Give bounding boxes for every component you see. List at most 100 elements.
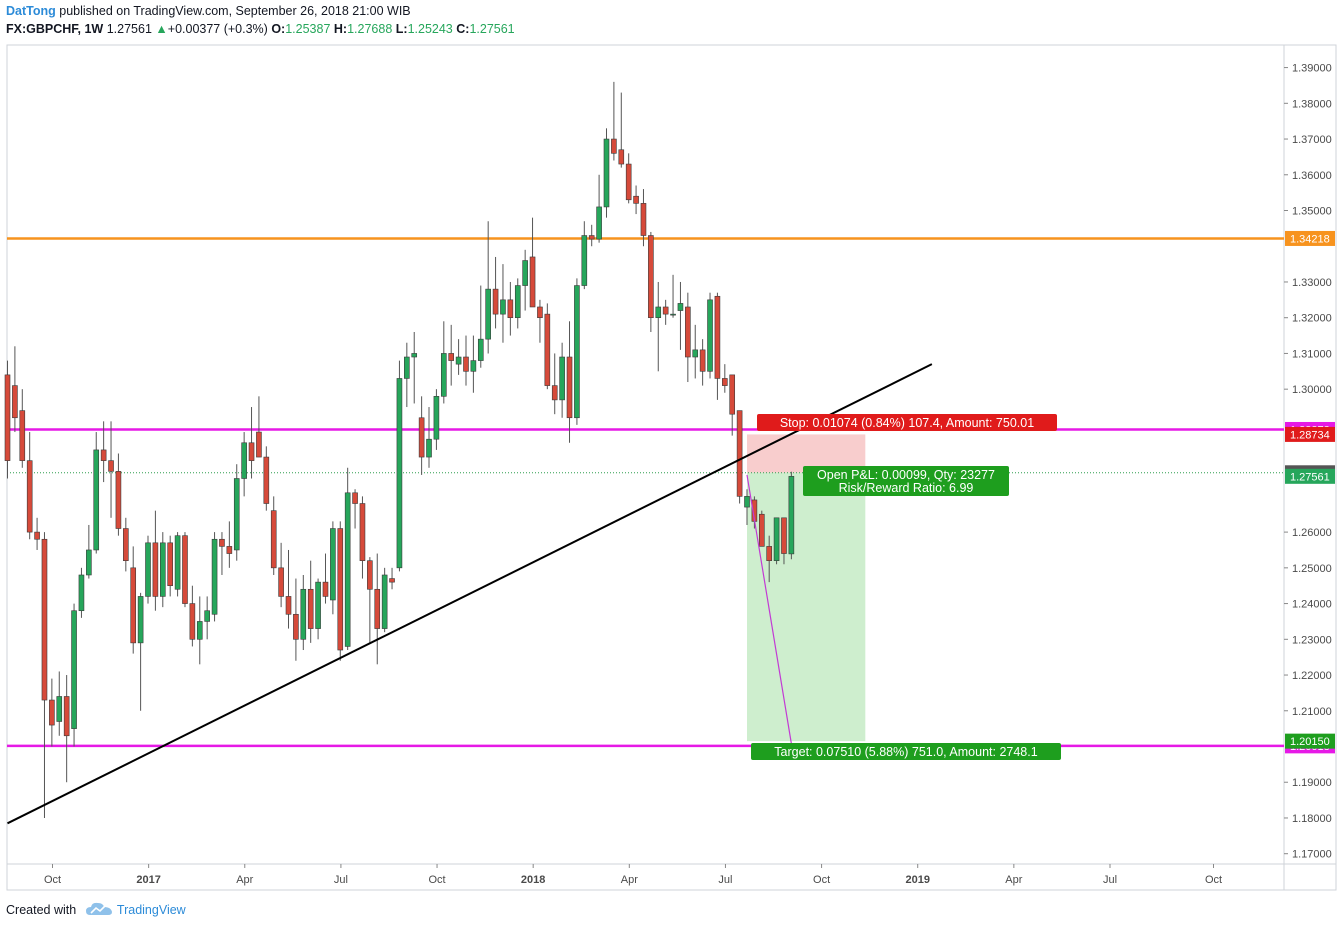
candle-body xyxy=(781,517,787,554)
price-tick-label: 1.36000 xyxy=(1292,170,1332,182)
candle-body xyxy=(145,542,151,597)
price-tick-label: 1.19000 xyxy=(1292,777,1332,789)
candle xyxy=(115,453,122,536)
candle xyxy=(566,321,573,443)
open-label: O: xyxy=(271,22,286,36)
candle-body xyxy=(93,449,100,551)
time-tick-label: Oct xyxy=(813,874,830,886)
candle-body xyxy=(559,356,565,401)
candle-body xyxy=(381,574,388,629)
candle-body xyxy=(729,374,736,415)
target-label: Target: 0.07510 (5.88%) 751.0, Amount: 2… xyxy=(751,743,1061,760)
tradingview-link[interactable]: TradingView xyxy=(116,903,186,917)
price-tick-label: 1.17000 xyxy=(1292,849,1332,861)
candle xyxy=(270,496,277,575)
price-tick-label: 1.25000 xyxy=(1292,563,1332,575)
candle-body xyxy=(233,478,240,551)
time-tick-label: Apr xyxy=(1005,874,1022,886)
price-tick-label: 1.38000 xyxy=(1292,98,1332,110)
candle-body xyxy=(63,696,70,737)
candle-body xyxy=(470,360,477,372)
candle xyxy=(293,578,299,661)
candle-body xyxy=(396,378,403,569)
badge-current-box xyxy=(1285,468,1335,484)
candle xyxy=(389,567,395,590)
candle xyxy=(418,396,425,475)
candle xyxy=(137,592,144,711)
candle-body xyxy=(699,349,706,372)
candle-body xyxy=(86,549,92,576)
candle-body xyxy=(174,535,181,590)
candle xyxy=(544,303,551,390)
candle xyxy=(123,517,129,572)
candle-body xyxy=(293,613,299,640)
publish-info: DatTong published on TradingView.com, Se… xyxy=(6,4,411,18)
candle xyxy=(344,467,351,651)
time-tick-label: 2017 xyxy=(136,874,160,886)
low-label: L: xyxy=(395,22,408,36)
candle-body xyxy=(78,574,85,612)
candle-body xyxy=(677,303,684,311)
candle-body xyxy=(773,517,780,561)
candle-body xyxy=(537,306,543,319)
symbol-name: FX:GBPCHF, 1W xyxy=(6,22,104,36)
candle xyxy=(714,292,721,400)
candle xyxy=(108,421,114,518)
tradingview-cloud-icon xyxy=(80,902,117,917)
candle xyxy=(559,342,565,418)
candle xyxy=(145,535,151,604)
candle xyxy=(41,532,48,818)
pnl-label-text: Open P&L: 0.00099, Qty: 23277 xyxy=(817,468,995,482)
candle-body xyxy=(455,356,462,365)
candle xyxy=(441,321,447,404)
candle-body xyxy=(766,546,772,561)
candle-body xyxy=(159,542,166,597)
candle xyxy=(300,574,307,651)
candles xyxy=(4,81,795,818)
published-text: published on TradingView.com, September … xyxy=(59,4,411,18)
time-axis: Oct 2017 Apr Jul Oct 2018 Apr Jul Oct 2019 Apr Jul O… xyxy=(44,864,1222,886)
badge-target-text: 1.20150 xyxy=(1290,736,1330,748)
author-link[interactable]: DatTong xyxy=(6,4,56,18)
candle xyxy=(500,264,506,343)
candle xyxy=(315,578,321,640)
candle xyxy=(226,521,233,568)
pnl-label-box xyxy=(803,466,1009,496)
candle xyxy=(633,185,639,215)
price-tick-label: 1.32000 xyxy=(1292,313,1332,325)
candle xyxy=(396,360,403,572)
candle-body xyxy=(344,492,351,647)
candle xyxy=(707,292,713,379)
candle-body xyxy=(448,353,455,361)
candle-body xyxy=(788,476,795,555)
price-tick-label: 1.39000 xyxy=(1292,63,1332,75)
price-tick-label: 1.30000 xyxy=(1292,384,1332,396)
candle xyxy=(551,353,558,415)
position-labels: Stop: 0.01074 (0.84%) 107.4, Amount: 750… xyxy=(751,414,1061,760)
target-label-text: Target: 0.07510 (5.88%) 751.0, Amount: 2… xyxy=(774,745,1037,759)
candle xyxy=(640,189,647,247)
candle xyxy=(677,281,684,350)
price-tick-label: 1.33000 xyxy=(1292,277,1332,289)
candle xyxy=(63,675,70,783)
close-label: C: xyxy=(456,22,470,36)
candle-body xyxy=(670,313,676,316)
candle xyxy=(233,464,240,561)
candle xyxy=(618,92,625,168)
badge-current-text: 1.27561 xyxy=(1290,471,1330,483)
candle xyxy=(744,489,750,525)
high-label: H: xyxy=(333,22,348,36)
candle xyxy=(256,396,262,458)
badge-stop-text: 1.28734 xyxy=(1290,429,1330,441)
price-tick-label: 1.24000 xyxy=(1292,599,1332,611)
candle-body xyxy=(581,235,588,286)
badge-resistance-box xyxy=(1285,230,1335,246)
pnl-label: Open P&L: 0.00099, Qty: 23277Risk/Reward… xyxy=(803,466,1009,496)
candle xyxy=(411,331,418,404)
price-tick-label: 1.18000 xyxy=(1292,813,1332,825)
candle xyxy=(670,274,676,318)
candle xyxy=(374,553,381,665)
candle xyxy=(49,678,55,747)
created-with-text: Created with xyxy=(6,903,77,917)
